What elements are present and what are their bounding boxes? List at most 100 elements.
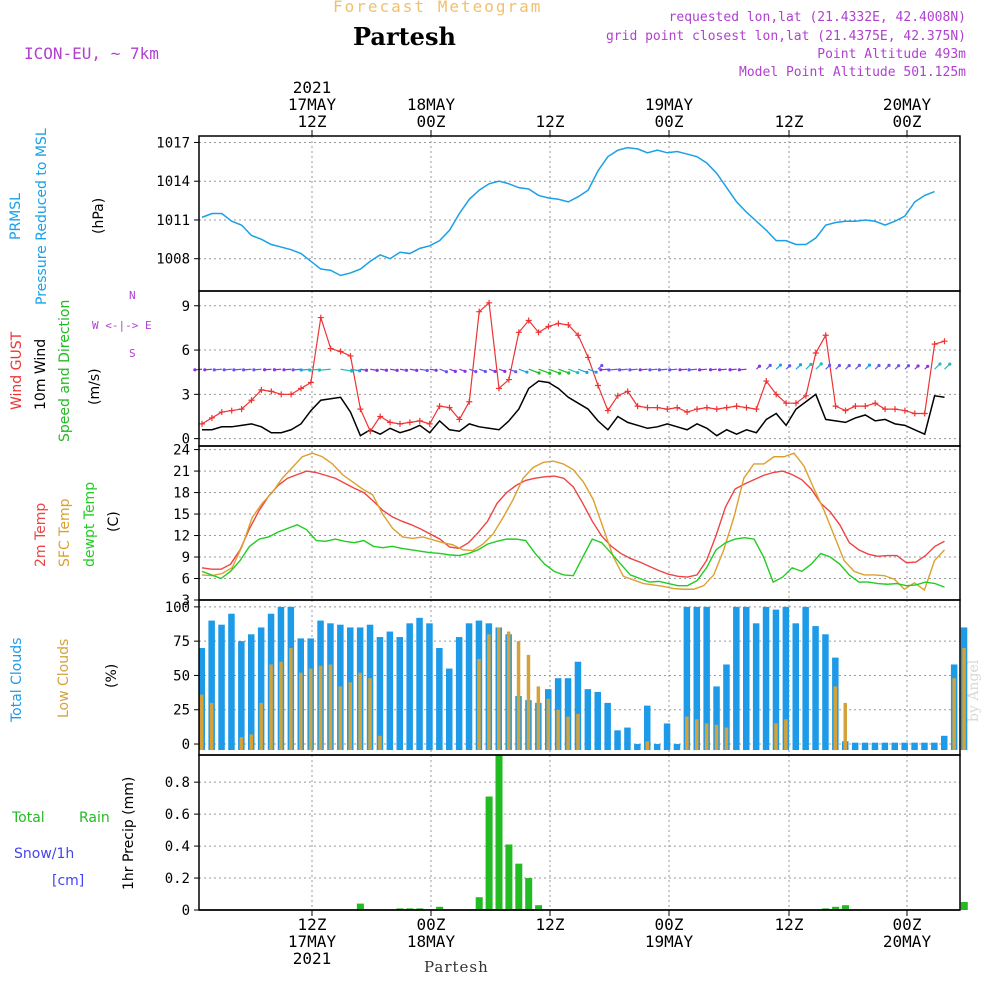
gust-marker (614, 392, 621, 399)
wind-dir-arrowhead (678, 368, 682, 372)
wind-dir-arrowhead (837, 363, 842, 368)
total-cloud-bar (911, 742, 918, 751)
bottom-time-label: 17MAY (287, 932, 337, 951)
gust-marker (357, 406, 364, 413)
wind-gust-line (201, 301, 945, 433)
rain-bar (475, 897, 483, 910)
wind-dir-arrowhead (444, 370, 448, 374)
gust-marker (802, 392, 809, 399)
total-cloud-bar (257, 627, 265, 751)
gust-marker (882, 406, 889, 413)
wind-dir-arrowhead (887, 363, 891, 368)
low-cloud-bar (200, 694, 204, 751)
y-tick-label: 0.2 (165, 871, 190, 887)
total-cloud-bar (228, 613, 235, 751)
top-time-label: 00Z (654, 112, 684, 131)
panel-temp: 3 6 9 12 15 18 21 24 (173, 443, 960, 609)
gust-marker (694, 406, 700, 413)
gust-marker (466, 398, 473, 405)
wind-dir-arrowhead (778, 363, 783, 367)
total-cloud-bar (881, 742, 889, 751)
total-cloud-bar (752, 623, 760, 751)
low-cloud-bar (299, 672, 303, 751)
low-cloud-bar (784, 719, 788, 751)
wind-dir-arrowhead (897, 364, 901, 368)
gust-marker (416, 417, 423, 424)
wind-dir-arrowhead (607, 368, 611, 372)
low-cloud-bar (952, 678, 956, 751)
wind-dir-arrowhead (525, 370, 529, 374)
low-cloud-bar (368, 678, 372, 751)
wind-dir-arrowhead (308, 368, 312, 372)
wind-dir-arrowhead (809, 362, 813, 366)
y-tick-label: 25 (173, 703, 190, 719)
low-cloud-bar (209, 702, 214, 751)
total-cloud-bar (901, 742, 908, 751)
gust-marker (397, 420, 403, 427)
low-cloud-bar (348, 682, 352, 751)
watermark: by Angel (966, 659, 982, 722)
gust-marker (832, 403, 839, 410)
gust-marker (456, 416, 463, 423)
gust-marker (228, 407, 235, 414)
low-cloud-bar (714, 724, 719, 751)
gust-marker (436, 403, 443, 410)
model-label: ICON-EU, ~ 7km (24, 44, 159, 63)
total-cloud-bar (921, 742, 928, 751)
panel-clouds: 0 25 50 75 100 (165, 600, 968, 755)
temp-2m-label: 2m Temp (33, 502, 49, 567)
gust-marker (377, 413, 384, 420)
wind-10m-line (202, 380, 945, 437)
gust-marker (753, 406, 760, 413)
y-tick-label: 18 (173, 486, 190, 502)
gust-marker (842, 407, 849, 414)
wind-dir-arrowhead (638, 368, 642, 372)
rain-bar (832, 906, 840, 910)
top-time-label: 18MAY (406, 95, 456, 114)
wind-dir-arrowhead (938, 362, 942, 366)
wind-dir-arrowhead (212, 368, 216, 372)
y-tick-label: 0.8 (165, 775, 190, 791)
total-cloud-bar (426, 623, 433, 751)
sfc-temp-label: SFC Temp (57, 498, 73, 567)
prmsl-label: PRMSL (8, 193, 24, 240)
total-cloud-bar (812, 626, 819, 751)
gust-marker (733, 403, 740, 410)
wind-dir-arrowhead (926, 364, 930, 368)
total-cloud-bar (653, 744, 661, 751)
model-point-altitude: Model Point Altitude 501.125m (739, 65, 966, 80)
wind-dir-arrowhead (375, 368, 379, 372)
gust-marker (852, 403, 859, 410)
gust-marker (773, 391, 780, 398)
low-cloud-bar (516, 641, 521, 751)
low-cloud-bar (497, 627, 501, 751)
y-tick-label: 0.4 (165, 839, 190, 855)
wind-dir-arrowhead (222, 368, 226, 372)
total-cloud-bar (941, 735, 948, 751)
wind-dir-arrowhead (548, 371, 552, 375)
gust-marker (317, 314, 324, 321)
gust-marker (763, 378, 770, 385)
grid-point-coords: grid point closest lon,lat (21.4375E, 42… (605, 29, 966, 44)
panel-frame-precip (198, 754, 961, 911)
gust-marker (703, 404, 710, 411)
wind-dir-arrowhead (757, 364, 762, 368)
low-cloud-bar (259, 702, 263, 751)
wind-dir-arrowhead (798, 363, 803, 367)
top-time-label: 20MAY (882, 95, 932, 114)
low-cloud-bar (556, 709, 560, 751)
low-cloud-bar (774, 723, 778, 751)
gust-marker (387, 419, 394, 426)
total-cloud-bar (693, 606, 700, 751)
wind-dir-arrowhead (232, 368, 236, 372)
wind-dir-arrowhead (906, 364, 911, 368)
wind-dir-arrow (548, 368, 560, 374)
rain-bar (960, 902, 968, 910)
top-time-label: 2021 (292, 78, 332, 97)
gust-marker (684, 409, 691, 416)
total-cloud-bar (772, 609, 780, 751)
y-tick-label: 9 (182, 550, 190, 566)
total-cloud-bar (851, 742, 859, 751)
bottom-time-label: 18MAY (406, 932, 456, 951)
